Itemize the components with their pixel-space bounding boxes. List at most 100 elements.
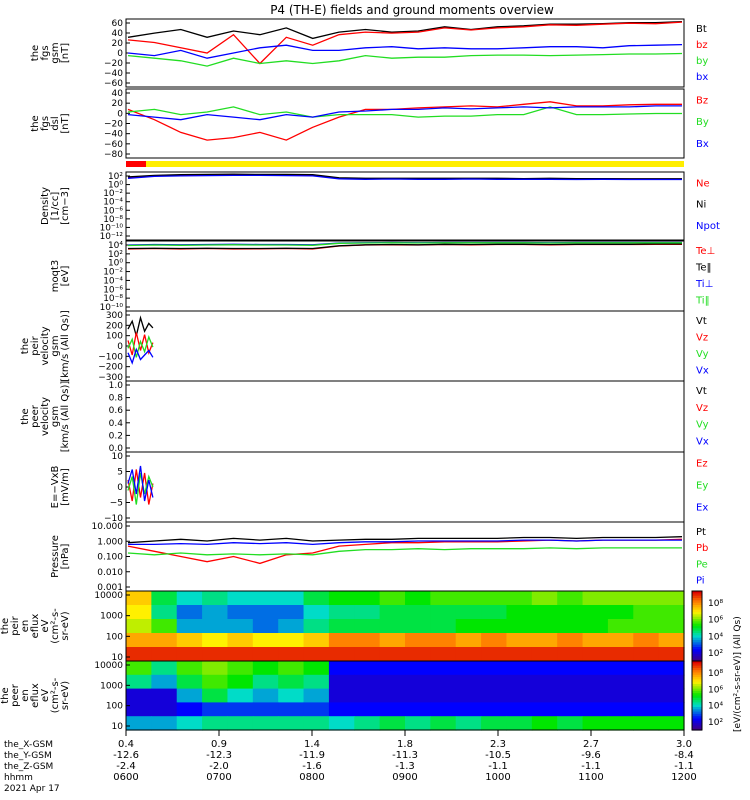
heat-cell: [582, 661, 609, 676]
heat-cell: [328, 591, 355, 606]
legend-label: Ez: [696, 459, 708, 470]
heat-cell: [126, 605, 152, 620]
legend-label: Ti⊥: [695, 279, 713, 290]
y-axis-label: sr-eV): [60, 611, 71, 640]
heat-cell: [126, 674, 152, 690]
panel-6: 10 5 0 −5 −10 E=−VxB [mV/m] Ez Ey Ex: [50, 451, 708, 524]
heat-cell: [455, 647, 482, 662]
y-tick-label: 40: [112, 89, 124, 99]
legend-label: Ey: [696, 481, 708, 492]
heat-cell: [126, 633, 152, 648]
heat-cell: [531, 661, 558, 676]
y-axis-label: Pressure: [50, 535, 61, 578]
heat-cell: [405, 716, 431, 731]
heat-cell: [557, 633, 584, 648]
heat-cell: [252, 674, 279, 690]
colorbar-step: [692, 711, 702, 715]
heat-cell: [582, 688, 609, 703]
y-tick-label: −60: [104, 79, 123, 89]
heat-cell: [557, 674, 584, 690]
series-line-blue: [127, 465, 154, 502]
heat-cell: [506, 633, 533, 648]
heat-cell: [379, 674, 406, 690]
heat-cell: [227, 661, 254, 676]
heat-cell: [176, 619, 203, 634]
heat-cell: [506, 647, 533, 662]
heat-cell: [379, 647, 406, 662]
ephemeris-row-label: the_Y-GSM: [4, 751, 52, 761]
heat-cell: [405, 633, 431, 648]
colorbar-step: [692, 598, 702, 601]
legend-label: Vx: [696, 436, 709, 447]
ephemeris-row-label: 2021 Apr 17: [4, 784, 60, 794]
panel-7: 10.000 1.000 0.100 0.010 0.001 Pressure [nPa] P…: [50, 521, 708, 593]
y-axis-label: E=−VxB: [50, 466, 61, 509]
heat-cell: [227, 647, 254, 662]
heat-cell: [354, 633, 381, 648]
series-line-green: [127, 52, 683, 67]
ephemeris-value: 3.0: [676, 739, 692, 750]
ephemeris-value: -1.1: [581, 761, 601, 772]
heat-cell: [151, 591, 178, 606]
colorbar-step: [692, 600, 702, 604]
heat-cell: [481, 702, 508, 717]
y-tick-label: 10⁰: [108, 259, 123, 269]
heat-cell: [354, 605, 381, 620]
colorbar-step: [692, 651, 702, 655]
ephemeris-row-label: the_Z-GSM: [4, 762, 53, 772]
heat-cell: [430, 647, 457, 662]
heat-cell: [303, 702, 330, 717]
colorbar-step: [692, 725, 702, 729]
y-tick-label: −100: [98, 352, 123, 362]
legend-label: Ni: [696, 200, 706, 211]
heat-cell: [633, 702, 660, 717]
heat-cell: [633, 619, 660, 634]
y-tick-label: 10000: [94, 591, 123, 601]
heat-cell: [202, 605, 229, 620]
y-tick-label: 10⁻⁴: [103, 198, 123, 208]
heat-cell: [176, 688, 203, 703]
heat-cell: [151, 605, 178, 620]
colorbar-step: [692, 713, 702, 717]
heat-cell: [658, 605, 685, 620]
ephemeris-value: -1.3: [395, 761, 415, 772]
y-tick-label: 0.2: [109, 431, 123, 441]
colorbar-step: [692, 700, 702, 703]
series-line-black: [127, 315, 154, 336]
ephemeris-value: 1000: [485, 772, 510, 783]
y-tick-label: 200: [106, 321, 123, 331]
heat-cell: [328, 702, 355, 717]
legend-label: By: [696, 117, 709, 128]
heat-cell: [405, 702, 431, 717]
heat-cell: [278, 716, 305, 731]
heat-cell: [506, 661, 533, 676]
y-axis-label: [cm−3]: [60, 187, 71, 225]
y-tick-label: 0.010: [97, 568, 123, 578]
heat-cell: [328, 688, 355, 703]
heat-cell: [531, 702, 558, 717]
heat-cell: [531, 716, 558, 731]
y-tick-label: 10⁻¹²: [100, 232, 124, 242]
y-tick-label: −20: [104, 120, 123, 130]
y-tick-label: 10⁻¹⁰: [100, 303, 124, 313]
y-tick-label: 0.001: [97, 583, 123, 593]
ephemeris-value: 0800: [299, 772, 324, 783]
ephemeris-value: 1200: [671, 772, 696, 783]
heat-cell: [354, 674, 381, 690]
heat-cell: [379, 605, 406, 620]
colorbar-step: [692, 658, 702, 662]
heat-cell: [607, 591, 634, 606]
colorbar-step: [692, 704, 702, 708]
legend-label: Ne: [696, 178, 710, 189]
ephemeris-value: -1.6: [302, 761, 322, 772]
heat-cell: [557, 688, 584, 703]
heat-cell: [557, 619, 584, 634]
colorbar-tick-label: 10⁶: [708, 616, 723, 626]
legend-label: Vt: [696, 316, 707, 327]
heat-cell: [151, 688, 178, 703]
heat-cell: [582, 647, 609, 662]
heat-cell: [481, 633, 508, 648]
